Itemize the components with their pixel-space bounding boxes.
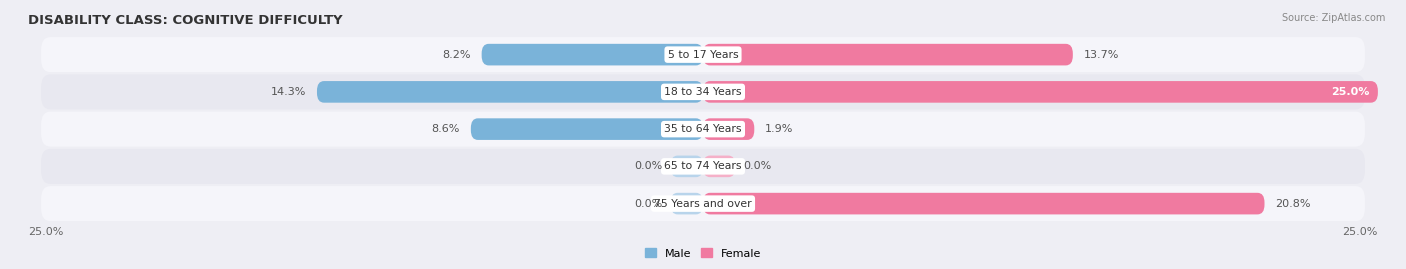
FancyBboxPatch shape [671, 193, 703, 214]
FancyBboxPatch shape [703, 155, 735, 177]
Text: 35 to 64 Years: 35 to 64 Years [664, 124, 742, 134]
FancyBboxPatch shape [482, 44, 703, 65]
FancyBboxPatch shape [703, 44, 1073, 65]
Text: 25.0%: 25.0% [1331, 87, 1369, 97]
FancyBboxPatch shape [703, 118, 754, 140]
Text: 5 to 17 Years: 5 to 17 Years [668, 49, 738, 60]
FancyBboxPatch shape [316, 81, 703, 103]
FancyBboxPatch shape [703, 81, 1378, 103]
FancyBboxPatch shape [41, 112, 1365, 147]
Text: 13.7%: 13.7% [1084, 49, 1119, 60]
Text: 0.0%: 0.0% [744, 161, 772, 171]
Text: 18 to 34 Years: 18 to 34 Years [664, 87, 742, 97]
Text: 75 Years and over: 75 Years and over [654, 199, 752, 209]
Text: DISABILITY CLASS: COGNITIVE DIFFICULTY: DISABILITY CLASS: COGNITIVE DIFFICULTY [28, 14, 343, 27]
Text: 8.6%: 8.6% [432, 124, 460, 134]
Text: 65 to 74 Years: 65 to 74 Years [664, 161, 742, 171]
Text: 25.0%: 25.0% [1343, 227, 1378, 237]
Text: 8.2%: 8.2% [443, 49, 471, 60]
FancyBboxPatch shape [703, 193, 1264, 214]
Text: 20.8%: 20.8% [1275, 199, 1310, 209]
FancyBboxPatch shape [41, 37, 1365, 72]
Text: Source: ZipAtlas.com: Source: ZipAtlas.com [1281, 13, 1385, 23]
FancyBboxPatch shape [471, 118, 703, 140]
FancyBboxPatch shape [671, 155, 703, 177]
Text: 0.0%: 0.0% [634, 199, 662, 209]
Text: 25.0%: 25.0% [28, 227, 63, 237]
Text: 14.3%: 14.3% [271, 87, 307, 97]
FancyBboxPatch shape [41, 149, 1365, 184]
FancyBboxPatch shape [41, 186, 1365, 221]
FancyBboxPatch shape [41, 74, 1365, 109]
Legend: Male, Female: Male, Female [641, 244, 765, 263]
Text: 1.9%: 1.9% [765, 124, 793, 134]
Text: 0.0%: 0.0% [634, 161, 662, 171]
